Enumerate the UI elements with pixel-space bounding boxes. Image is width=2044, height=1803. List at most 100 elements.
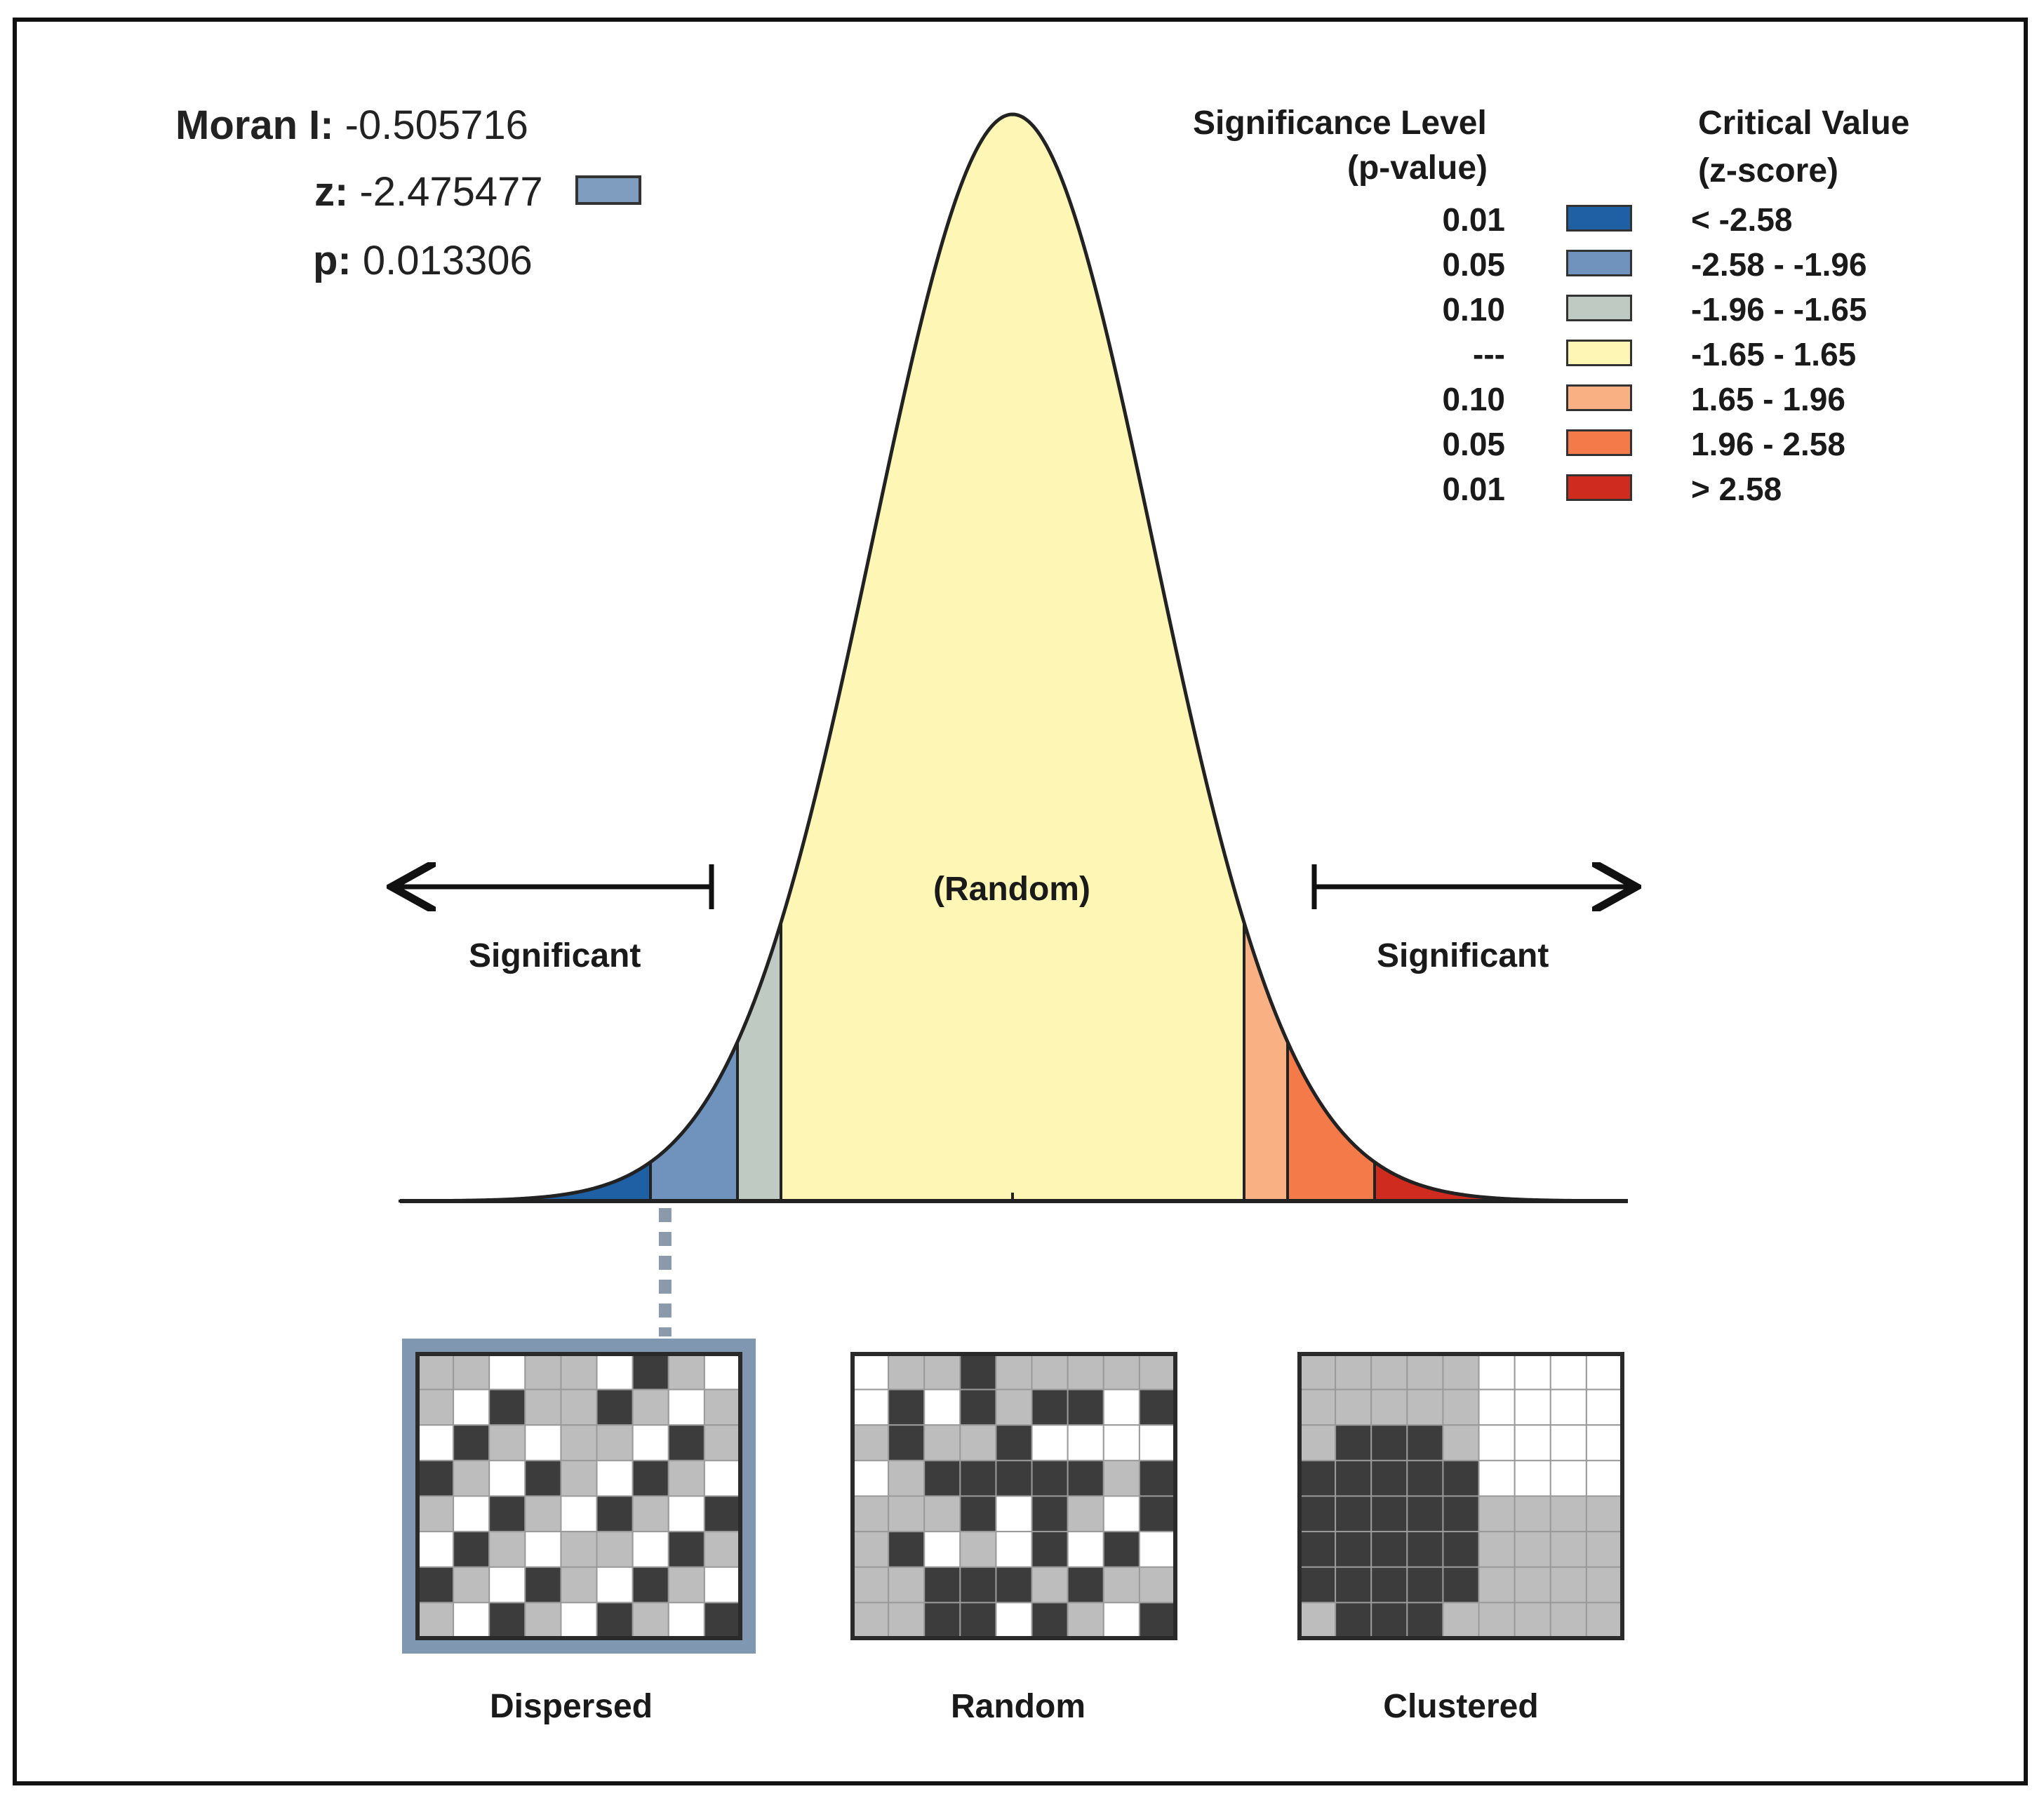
map-cell xyxy=(1031,1459,1069,1497)
map-cell xyxy=(453,1531,490,1568)
legend-pvalue-4: 0.10 xyxy=(1442,381,1505,417)
legend-swatch-3 xyxy=(1566,340,1632,366)
map-cell xyxy=(1370,1353,1408,1390)
map-cell xyxy=(524,1495,562,1533)
map-cell xyxy=(1299,1424,1337,1461)
map-cell xyxy=(1031,1353,1069,1390)
map-cell xyxy=(667,1353,705,1390)
map-cell xyxy=(1067,1424,1104,1461)
map-border xyxy=(850,1352,1177,1640)
map-cell xyxy=(1478,1566,1516,1604)
map-cell xyxy=(1514,1531,1551,1568)
map-cell xyxy=(703,1602,742,1639)
legend-pvalue-3: --- xyxy=(1473,336,1505,373)
map-cell xyxy=(923,1602,961,1639)
map-cell xyxy=(1067,1531,1104,1568)
map-cell xyxy=(1549,1424,1587,1461)
legend-zscore-5: 1.96 - 2.58 xyxy=(1691,426,1845,462)
map-label-random: Random xyxy=(951,1688,1086,1725)
z-stat: z: -2.475477 xyxy=(314,168,543,215)
map-cell xyxy=(1442,1388,1480,1426)
map-cell xyxy=(1335,1388,1372,1426)
map-cell xyxy=(560,1495,598,1533)
map-cell xyxy=(1102,1531,1140,1568)
map-cell xyxy=(1478,1495,1516,1533)
map-cell xyxy=(417,1566,455,1604)
map-cell xyxy=(852,1459,890,1497)
map-cell xyxy=(1102,1602,1140,1639)
legend-pvalue-5: 0.05 xyxy=(1442,426,1505,462)
map-cell xyxy=(1335,1459,1372,1497)
z-result-swatch xyxy=(575,175,641,205)
map-cell xyxy=(923,1353,961,1390)
map-cell xyxy=(596,1424,634,1461)
map-cell xyxy=(888,1388,926,1426)
map-cell xyxy=(923,1566,961,1604)
map-cell xyxy=(1299,1531,1337,1568)
map-cell xyxy=(667,1566,705,1604)
map-cell xyxy=(995,1459,1033,1497)
map-cell xyxy=(888,1459,926,1497)
map-cell xyxy=(1299,1602,1337,1639)
map-cell xyxy=(596,1531,634,1568)
map-cell xyxy=(995,1602,1033,1639)
map-cell xyxy=(524,1424,562,1461)
map-cell xyxy=(1335,1495,1372,1533)
map-label-clustered: Clustered xyxy=(1383,1688,1539,1725)
map-cell xyxy=(1549,1459,1587,1497)
map-cell xyxy=(1585,1495,1624,1533)
map-cell xyxy=(667,1495,705,1533)
map-cell xyxy=(417,1424,455,1461)
map-cell xyxy=(1514,1602,1551,1639)
map-cell xyxy=(1478,1353,1516,1390)
map-cell xyxy=(923,1388,961,1426)
moran-i-value: -0.505716 xyxy=(345,102,528,148)
center-random-label: (Random) xyxy=(933,871,1090,908)
map-cell xyxy=(596,1353,634,1390)
map-cell xyxy=(959,1566,997,1604)
map-cell xyxy=(703,1424,742,1461)
map-cell xyxy=(453,1353,490,1390)
map-cell xyxy=(632,1353,669,1390)
map-cell xyxy=(1585,1353,1624,1390)
map-cell xyxy=(1102,1566,1140,1604)
map-cell xyxy=(632,1531,669,1568)
map-cell xyxy=(1138,1531,1177,1568)
map-cell xyxy=(1031,1388,1069,1426)
map-cell xyxy=(1299,1566,1337,1604)
map-cell xyxy=(995,1566,1033,1604)
map-cell xyxy=(1102,1495,1140,1533)
map-cell xyxy=(1442,1353,1480,1390)
map-cell xyxy=(560,1388,598,1426)
map-cell xyxy=(888,1495,926,1533)
map-cell xyxy=(1102,1353,1140,1390)
map-cell xyxy=(524,1459,562,1497)
left-significant-label: Significant xyxy=(469,937,641,974)
map-cell xyxy=(560,1602,598,1639)
map-dispersed xyxy=(402,1339,756,1654)
map-cell xyxy=(959,1495,997,1533)
map-cell xyxy=(1406,1353,1444,1390)
moran-i-label: Moran I: xyxy=(175,102,334,148)
map-cell xyxy=(1370,1424,1408,1461)
p-stat: p: 0.013306 xyxy=(313,237,533,284)
map-cell xyxy=(524,1388,562,1426)
map-cell xyxy=(596,1459,634,1497)
map-cell xyxy=(667,1424,705,1461)
map-cell xyxy=(1138,1602,1177,1639)
map-cell xyxy=(1299,1459,1337,1497)
map-cell xyxy=(488,1531,526,1568)
map-cell xyxy=(1335,1531,1372,1568)
map-cell xyxy=(632,1388,669,1426)
map-cell xyxy=(632,1424,669,1461)
map-cell xyxy=(596,1495,634,1533)
map-cell xyxy=(524,1602,562,1639)
legend-swatch-6 xyxy=(1566,474,1632,501)
map-cell xyxy=(1138,1388,1177,1426)
map-cell xyxy=(417,1495,455,1533)
map-cell xyxy=(632,1495,669,1533)
map-cell xyxy=(524,1566,562,1604)
map-cell xyxy=(417,1353,455,1390)
figure-frame xyxy=(13,18,2028,1785)
map-cell xyxy=(1406,1566,1444,1604)
